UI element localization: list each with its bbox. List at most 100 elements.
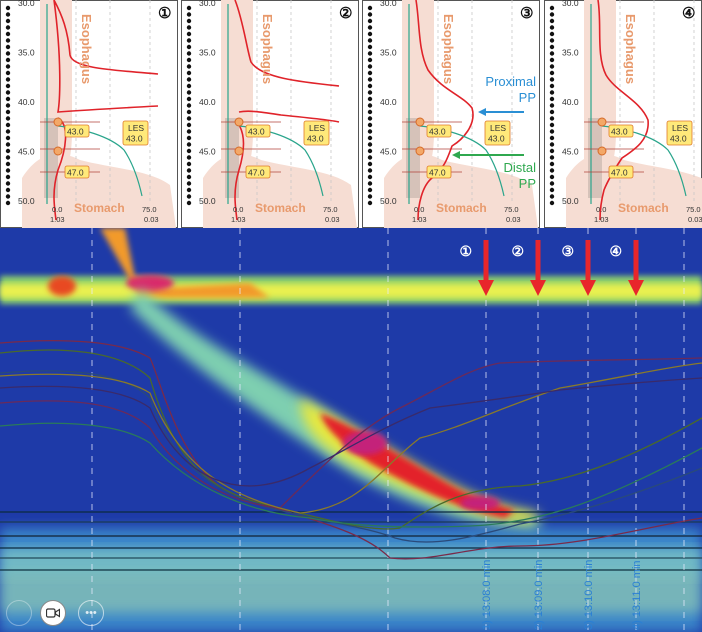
sensor-dot bbox=[186, 129, 192, 134]
marker-box bbox=[608, 165, 634, 179]
pressure-trace bbox=[0, 362, 702, 514]
y-tick-label: 40.0 bbox=[380, 97, 397, 107]
x-sub-left: 1.03 bbox=[50, 215, 65, 224]
sensor-dot bbox=[186, 70, 192, 76]
sensor-dot bbox=[549, 38, 555, 43]
pressure-trace bbox=[0, 357, 702, 509]
sensor-dot bbox=[5, 168, 11, 173]
pressure-curve bbox=[597, 0, 649, 221]
sensor-dot bbox=[367, 12, 373, 17]
sensor-dot bbox=[367, 200, 373, 206]
les-box bbox=[122, 120, 149, 146]
sensor-dot bbox=[367, 187, 373, 193]
time-marker-number: ③ bbox=[561, 243, 574, 259]
sensor-dot bbox=[5, 38, 11, 43]
sensor-dot bbox=[186, 103, 192, 108]
sensor-dot bbox=[186, 122, 192, 128]
sensor-dot bbox=[549, 103, 555, 108]
sensor-dot bbox=[549, 174, 555, 180]
sensor-dot bbox=[367, 64, 373, 69]
sensor-dot bbox=[367, 174, 373, 180]
annotation-distal-line1: Distal bbox=[503, 160, 536, 175]
stomach-label: Stomach bbox=[436, 201, 487, 215]
y-tick-label: 35.0 bbox=[380, 48, 397, 58]
sensor-dot bbox=[186, 44, 192, 50]
sensor-dot bbox=[186, 38, 192, 43]
sensor-dot bbox=[5, 44, 11, 50]
sphincter-marker bbox=[53, 117, 63, 127]
sensor-dot bbox=[186, 77, 192, 82]
time-marker-number: ④ bbox=[609, 243, 622, 259]
marker-box bbox=[426, 165, 452, 179]
sensor-dot bbox=[367, 135, 373, 141]
y-tick-label: 30.0 bbox=[380, 0, 397, 8]
x-sub-left: 1.03 bbox=[412, 215, 427, 224]
les-label: LES bbox=[309, 123, 325, 133]
pressure-trace bbox=[0, 339, 702, 560]
sensor-dot bbox=[549, 187, 555, 193]
sensor-dot bbox=[367, 155, 373, 160]
sensor-dot bbox=[367, 44, 373, 50]
time-marker-label: 1) 13:08.0 min bbox=[481, 560, 493, 630]
sensor-dot bbox=[549, 116, 555, 121]
sensor-dot bbox=[549, 25, 555, 30]
les-value: 43.0 bbox=[307, 134, 324, 144]
x-sub-right: 0.03 bbox=[506, 215, 521, 224]
sensor-dot bbox=[186, 31, 192, 37]
sensor-dot bbox=[5, 96, 11, 102]
y-tick-label: 50.0 bbox=[562, 196, 579, 206]
sensor-dot bbox=[549, 90, 555, 95]
sensor-dot bbox=[367, 57, 373, 63]
x-tick-right: 75.0 bbox=[142, 205, 157, 214]
sensor-dot bbox=[186, 12, 192, 17]
sensor-dot bbox=[367, 116, 373, 121]
sphincter-marker bbox=[53, 146, 63, 156]
sensor-dot bbox=[5, 161, 11, 167]
pressure-trace bbox=[0, 377, 702, 487]
sensor-dot bbox=[549, 109, 555, 115]
sensor-dot bbox=[549, 122, 555, 128]
panel-number: ② bbox=[339, 5, 352, 22]
stomach-label: Stomach bbox=[618, 201, 669, 215]
pressure-curve bbox=[415, 0, 474, 221]
x-tick-left: 0.0 bbox=[414, 205, 424, 214]
sensor-dot bbox=[367, 109, 373, 115]
les-band bbox=[588, 118, 602, 198]
sensor-dot bbox=[549, 77, 555, 82]
sensor-dot bbox=[549, 51, 555, 56]
sphincter-marker bbox=[234, 117, 244, 127]
sensor-dot bbox=[549, 31, 555, 37]
les-value: 43.0 bbox=[126, 134, 143, 144]
sensor-dot bbox=[186, 148, 192, 154]
stomach-region bbox=[203, 153, 357, 228]
sensor-dot bbox=[186, 18, 192, 24]
sensor-dot bbox=[186, 168, 192, 173]
sensor-dot bbox=[367, 148, 373, 154]
video-button[interactable] bbox=[40, 600, 66, 626]
marker-upper-label: 43.0 bbox=[67, 127, 84, 137]
y-tick-label: 35.0 bbox=[199, 48, 216, 58]
sensor-dot bbox=[367, 96, 373, 102]
x-sub-right: 0.03 bbox=[144, 215, 159, 224]
sensor-dot bbox=[549, 57, 555, 63]
esophagus-label: Esophagus bbox=[79, 14, 94, 84]
time-marker-number: ① bbox=[459, 243, 472, 259]
time-marker-number: ② bbox=[511, 243, 524, 259]
sensor-dot bbox=[5, 142, 11, 147]
stomach-region bbox=[22, 153, 176, 228]
sensor-dot bbox=[367, 77, 373, 82]
annotation-distal-line2: PP bbox=[519, 176, 536, 191]
y-tick-label: 30.0 bbox=[199, 0, 216, 8]
sensor-dot bbox=[5, 83, 11, 89]
player-ghost-button[interactable] bbox=[6, 600, 32, 626]
marker-upper-label: 43.0 bbox=[248, 127, 265, 137]
more-options-button[interactable]: ••• bbox=[78, 600, 104, 626]
pressure-panel-2: 30.035.040.045.050.043.047.0LES43.0Esoph… bbox=[181, 0, 359, 228]
les-label: LES bbox=[490, 123, 506, 133]
time-marker-arrow-head bbox=[478, 280, 494, 296]
sensor-dot bbox=[5, 109, 11, 115]
annotation-proximal-line1: Proximal bbox=[485, 74, 536, 89]
marker-box bbox=[608, 124, 634, 138]
les-band bbox=[225, 118, 239, 198]
sensor-dot bbox=[367, 194, 373, 199]
